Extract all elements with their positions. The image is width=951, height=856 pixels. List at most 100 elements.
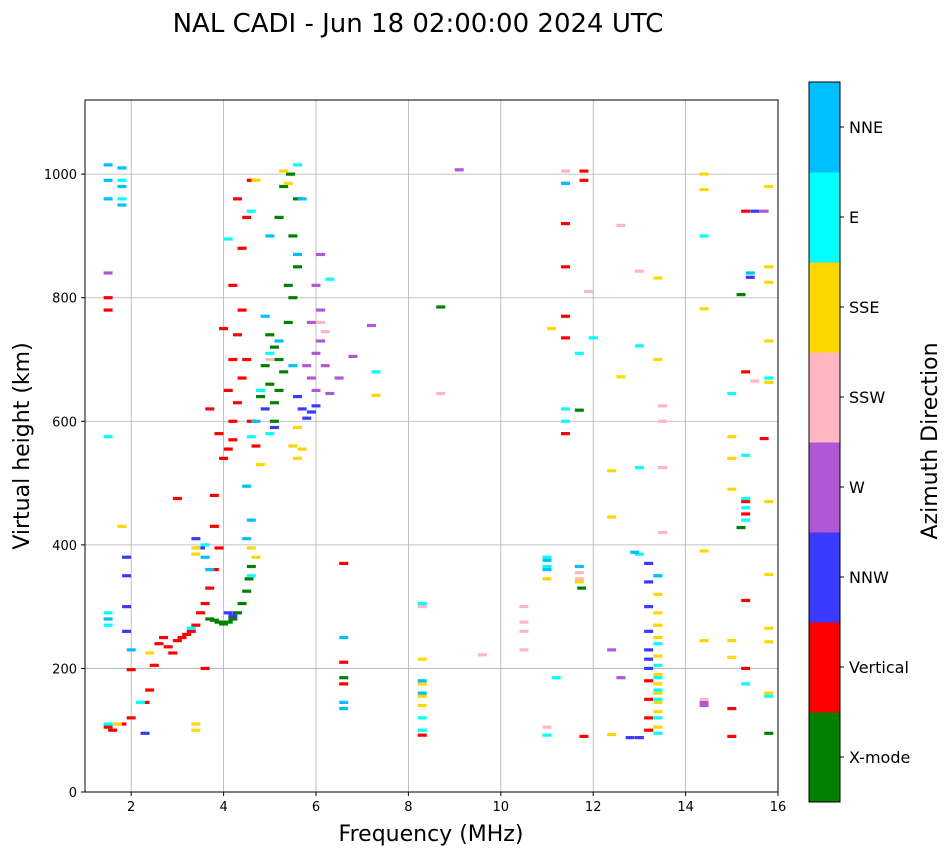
data-point-x-mode xyxy=(436,305,446,309)
data-point-vertical xyxy=(644,679,654,683)
data-point-vertical xyxy=(163,645,173,649)
data-point-ssw xyxy=(519,629,529,633)
data-point-vertical xyxy=(246,178,256,182)
data-point-nne xyxy=(745,271,755,275)
data-point-vertical xyxy=(246,419,256,423)
data-point-x-mode xyxy=(736,293,746,297)
data-point-x-mode xyxy=(244,577,254,581)
data-point-e xyxy=(246,574,256,578)
azimuth-colorbar: X-mode Vertical NNW W SSW SSE E NNE xyxy=(808,81,910,803)
data-point-vertical xyxy=(560,336,570,340)
data-point-x-mode xyxy=(283,320,293,325)
data-point-vertical xyxy=(741,512,751,516)
data-point-x-mode xyxy=(232,611,242,615)
data-point-e xyxy=(560,419,570,423)
data-point-sse xyxy=(417,682,427,686)
data-point-sse xyxy=(653,710,663,714)
data-point-ssw xyxy=(658,419,667,423)
data-point-nne xyxy=(417,691,427,695)
colorbar-segment xyxy=(809,262,840,353)
colorbar-tick-label: X-mode xyxy=(849,748,910,767)
x-tick-label: 2 xyxy=(127,800,135,815)
data-point-sse xyxy=(653,682,663,686)
data-point-ssw xyxy=(519,605,529,609)
data-point-sse xyxy=(293,456,303,460)
data-point-nne xyxy=(630,550,640,554)
grid-lines xyxy=(85,100,779,793)
data-point-vertical xyxy=(145,688,155,692)
data-point-nne xyxy=(260,314,270,318)
data-point-ssw xyxy=(584,289,594,294)
data-point-nnw xyxy=(644,657,654,661)
data-point-sse xyxy=(764,640,774,644)
data-point-x-mode xyxy=(205,617,215,621)
data-point-nne xyxy=(242,537,252,541)
data-point-vertical xyxy=(237,308,247,312)
data-point-x-mode xyxy=(574,408,584,412)
data-point-nne xyxy=(103,197,113,201)
data-point-vertical xyxy=(159,635,169,640)
colorbar-tick-label: NNW xyxy=(849,568,889,587)
data-point-w xyxy=(454,168,464,172)
data-point-w xyxy=(311,283,321,287)
x-tick-label: 12 xyxy=(585,800,602,815)
data-point-vertical xyxy=(560,432,570,436)
data-point-vertical xyxy=(579,169,589,173)
data-point-nne xyxy=(542,567,552,572)
y-tick-label: 800 xyxy=(52,292,77,307)
colorbar-tick-label: SSW xyxy=(849,388,885,407)
data-point-vertical xyxy=(417,733,427,737)
data-point-w xyxy=(334,376,344,380)
data-point-nne xyxy=(117,203,127,207)
data-point-e xyxy=(542,555,552,559)
data-point-e xyxy=(223,237,233,241)
data-point-vertical xyxy=(205,407,215,411)
data-point-sse xyxy=(251,555,261,559)
data-point-vertical xyxy=(126,716,136,720)
data-point-vertical xyxy=(644,716,654,720)
data-point-nnw xyxy=(122,555,132,559)
data-point-nnw xyxy=(644,629,654,633)
data-marks xyxy=(103,163,774,740)
data-point-x-mode xyxy=(288,234,298,238)
data-point-e xyxy=(103,722,113,726)
data-point-e xyxy=(634,552,644,556)
data-point-w xyxy=(325,391,335,396)
data-point-e xyxy=(741,518,751,522)
data-point-nne xyxy=(293,252,303,257)
data-point-vertical xyxy=(727,706,737,711)
data-point-w xyxy=(306,320,316,325)
data-point-e xyxy=(135,700,145,705)
data-point-nnw xyxy=(297,407,307,411)
data-point-sse xyxy=(256,462,266,467)
data-point-vertical xyxy=(232,401,242,405)
data-point-nne xyxy=(653,574,663,578)
data-point-vertical xyxy=(228,283,238,287)
data-point-e xyxy=(117,197,127,201)
data-point-ssw xyxy=(574,577,584,581)
data-point-nne xyxy=(339,635,349,640)
data-point-nne xyxy=(117,184,127,189)
data-point-w xyxy=(302,364,312,368)
data-point-vertical xyxy=(172,496,182,501)
data-point-x-mode xyxy=(577,586,587,590)
data-point-nne xyxy=(339,700,349,705)
chart-title: NAL CADI - Jun 18 02:00:00 2024 UTC xyxy=(173,9,664,39)
data-point-nnw xyxy=(745,275,755,279)
data-point-sse xyxy=(699,172,709,176)
data-point-vertical xyxy=(103,308,113,312)
data-point-x-mode xyxy=(246,564,256,569)
data-point-x-mode xyxy=(265,382,275,386)
data-point-vertical xyxy=(232,197,242,201)
data-point-vertical xyxy=(228,438,238,442)
data-point-nnw xyxy=(311,404,321,408)
data-point-e xyxy=(588,336,598,340)
data-point-sse xyxy=(653,611,663,615)
data-point-nnw xyxy=(223,611,233,615)
data-point-sse xyxy=(764,626,774,630)
data-point-nnw xyxy=(196,546,205,550)
data-point-x-mode xyxy=(279,184,289,189)
data-point-e xyxy=(117,178,127,182)
data-point-vertical xyxy=(339,682,349,686)
data-point-nnw xyxy=(122,629,132,633)
